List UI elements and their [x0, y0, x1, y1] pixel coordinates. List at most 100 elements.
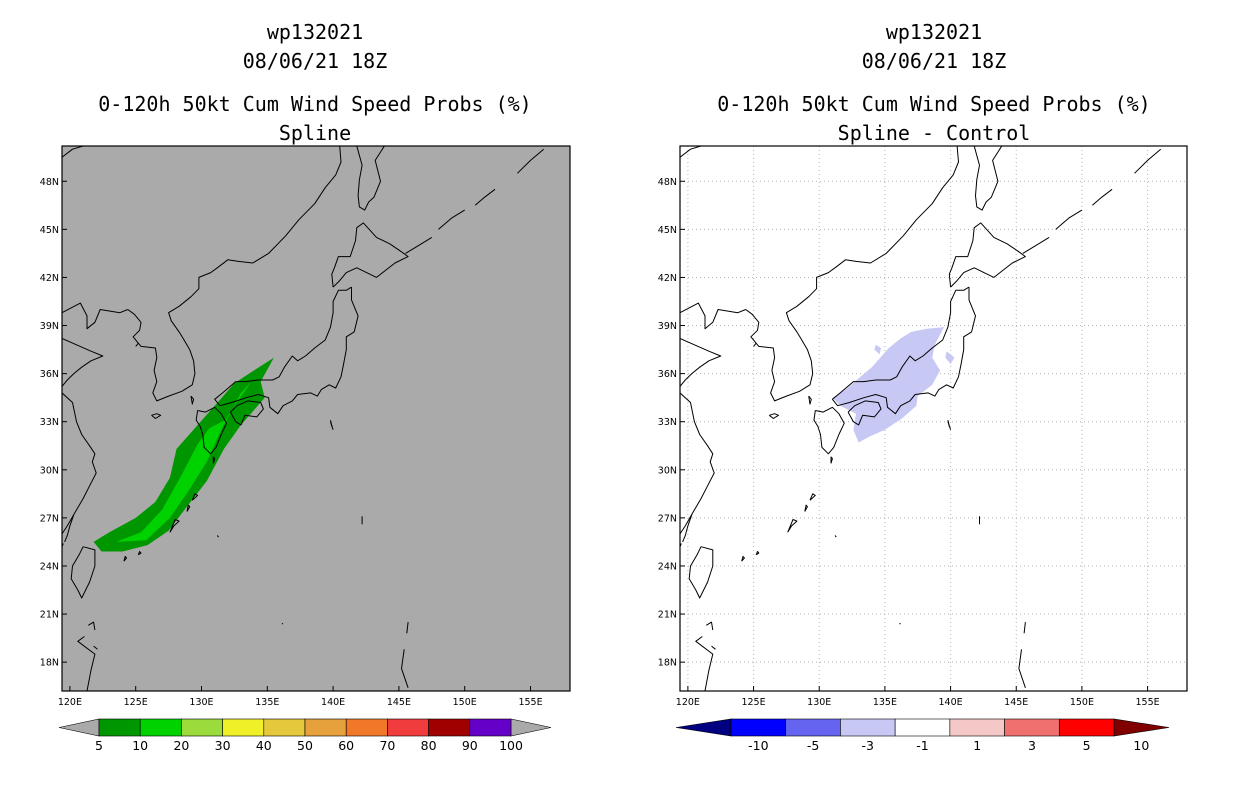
left-lat-label: 45N — [40, 225, 59, 236]
left-colorbar-swatch — [222, 718, 265, 737]
right-prob-band-2 — [945, 351, 955, 364]
right-coast-taiwan — [688, 546, 714, 599]
left-coast-daito — [216, 535, 219, 538]
right-colorbar-swatch — [730, 718, 787, 737]
left-coast-okinawa — [169, 519, 180, 533]
left-coast-yellow-sea-islands — [135, 342, 139, 347]
left-datetime: 08/06/21 18Z — [242, 49, 388, 73]
right-colorbar-label: -3 — [862, 738, 874, 753]
left-lat-label: 36N — [40, 369, 59, 380]
left-lat-label: 21N — [40, 610, 59, 621]
right-colorbar-label: -5 — [807, 738, 819, 753]
right-subtitle: Spline - Control — [837, 121, 1031, 145]
right-colorbar-swatch — [1058, 718, 1115, 737]
left-prob-band-1 — [116, 381, 252, 542]
right-lat-label: 30N — [658, 465, 677, 476]
right-colorbar-low-arrow — [675, 718, 732, 737]
left-coast-china-mainland — [77, 636, 96, 691]
left-coast-kurils-1 — [405, 236, 433, 254]
right-coast-izu-1 — [947, 419, 950, 427]
left-colorbar-label: 60 — [338, 738, 354, 753]
right-colorbar-label: -1 — [916, 738, 928, 753]
left-coast-sakhalin — [356, 146, 385, 211]
right-coast-tanegashima — [830, 456, 833, 464]
left-lat-label: 39N — [40, 321, 59, 332]
left-coast-kurils-2 — [438, 209, 465, 230]
right-lon-label: 140E — [939, 697, 963, 708]
left-lon-label: 155E — [518, 697, 542, 708]
left-map-background — [62, 146, 570, 691]
right-product-title: 0-120h 50kt Cum Wind Speed Probs (%) — [717, 92, 1151, 116]
right-lat-label: 48N — [658, 177, 677, 188]
right-colorbar-high-arrow — [1113, 718, 1170, 737]
right-colorbar-swatch — [1004, 718, 1060, 737]
left-coast-izu-2 — [330, 421, 334, 430]
right-colorbar-swatch — [785, 718, 841, 737]
right-coast-korea — [745, 146, 959, 402]
left-coast-china-south — [62, 543, 64, 547]
left-lat-label: 30N — [40, 465, 59, 476]
right-coast-jeju — [768, 413, 779, 419]
left-colorbar-label: 10 — [132, 738, 148, 753]
left-colorbar-label: 40 — [256, 738, 272, 753]
left-coast-liaodong — [62, 302, 128, 330]
right-coast-honshu — [831, 286, 976, 415]
left-colorbar-label: 30 — [215, 738, 231, 753]
left-coast-honshu — [214, 286, 359, 415]
left-colorbar-high-arrow — [510, 718, 552, 737]
right-storm-id: wp132021 — [885, 20, 983, 44]
left-map-frame — [61, 145, 571, 692]
left-coast-hokkaido — [331, 222, 409, 288]
right-colorbar-label: 10 — [1133, 738, 1149, 753]
left-colorbar-label: 90 — [462, 738, 478, 753]
right-prob-band-0 — [832, 327, 944, 443]
left-lon-label: 130E — [189, 697, 213, 708]
right-coast-kurils-4 — [1134, 148, 1162, 174]
right-colorbar-swatch — [949, 718, 1005, 737]
left-coast-china-korea — [62, 337, 104, 387]
left-coast-luzon-islands — [88, 621, 96, 631]
left-colorbar-swatch — [181, 718, 223, 737]
right-map-background — [680, 146, 1187, 691]
right-lon-label: 150E — [1070, 697, 1094, 708]
right-coast-kurils-2 — [1055, 209, 1083, 230]
right-lat-label: 27N — [658, 513, 677, 524]
left-coast-jeju — [151, 413, 162, 419]
left-coast-amami — [191, 493, 199, 501]
left-coast-tsushima — [190, 395, 195, 405]
right-map-frame — [679, 145, 1188, 692]
right-coast-ryukyu-2 — [755, 551, 760, 556]
right-datetime: 08/06/21 18Z — [861, 49, 1007, 73]
right-lat-label: 24N — [658, 561, 677, 572]
left-lon-label: 120E — [58, 697, 82, 708]
left-coast-shikoku — [230, 400, 264, 426]
right-lon-label: 135E — [873, 697, 897, 708]
right-coast-sakhalin — [973, 146, 1003, 211]
left-lat-label: 33N — [40, 417, 59, 428]
left-coast-ryukyu-1 — [123, 555, 127, 562]
left-colorbar-label: 100 — [499, 738, 523, 753]
right-lat-label: 21N — [658, 610, 677, 621]
left-coast-ryukyu-2 — [137, 551, 142, 556]
right-coast-izu-2 — [947, 421, 952, 430]
left-lat-label: 24N — [40, 561, 59, 572]
right-lat-label: 39N — [658, 321, 677, 332]
left-colorbar-swatch — [345, 718, 388, 737]
left-coast-kyushu — [195, 406, 227, 455]
left-coast-korea — [127, 146, 342, 402]
left-coast-taiwan — [70, 546, 96, 599]
right-coast-ryukyu-1 — [741, 555, 745, 562]
right-lat-label: 18N — [658, 658, 677, 669]
right-coast-yellow-sea-islands — [753, 342, 757, 347]
left-lat-label: 27N — [40, 513, 59, 524]
left-lon-label: 140E — [321, 697, 345, 708]
left-coast-tanegashima — [212, 456, 216, 464]
left-colorbar-swatch — [304, 718, 347, 737]
left-colorbar-low-arrow — [58, 718, 100, 737]
left-colorbar-label: 5 — [95, 738, 103, 753]
right-coast-ryukyu-3 — [804, 504, 808, 512]
right-prob-band-1 — [874, 344, 881, 355]
right-coast-hainan-strait — [682, 514, 693, 543]
right-lon-label: 145E — [1004, 697, 1028, 708]
left-colorbar-swatch — [263, 718, 306, 737]
